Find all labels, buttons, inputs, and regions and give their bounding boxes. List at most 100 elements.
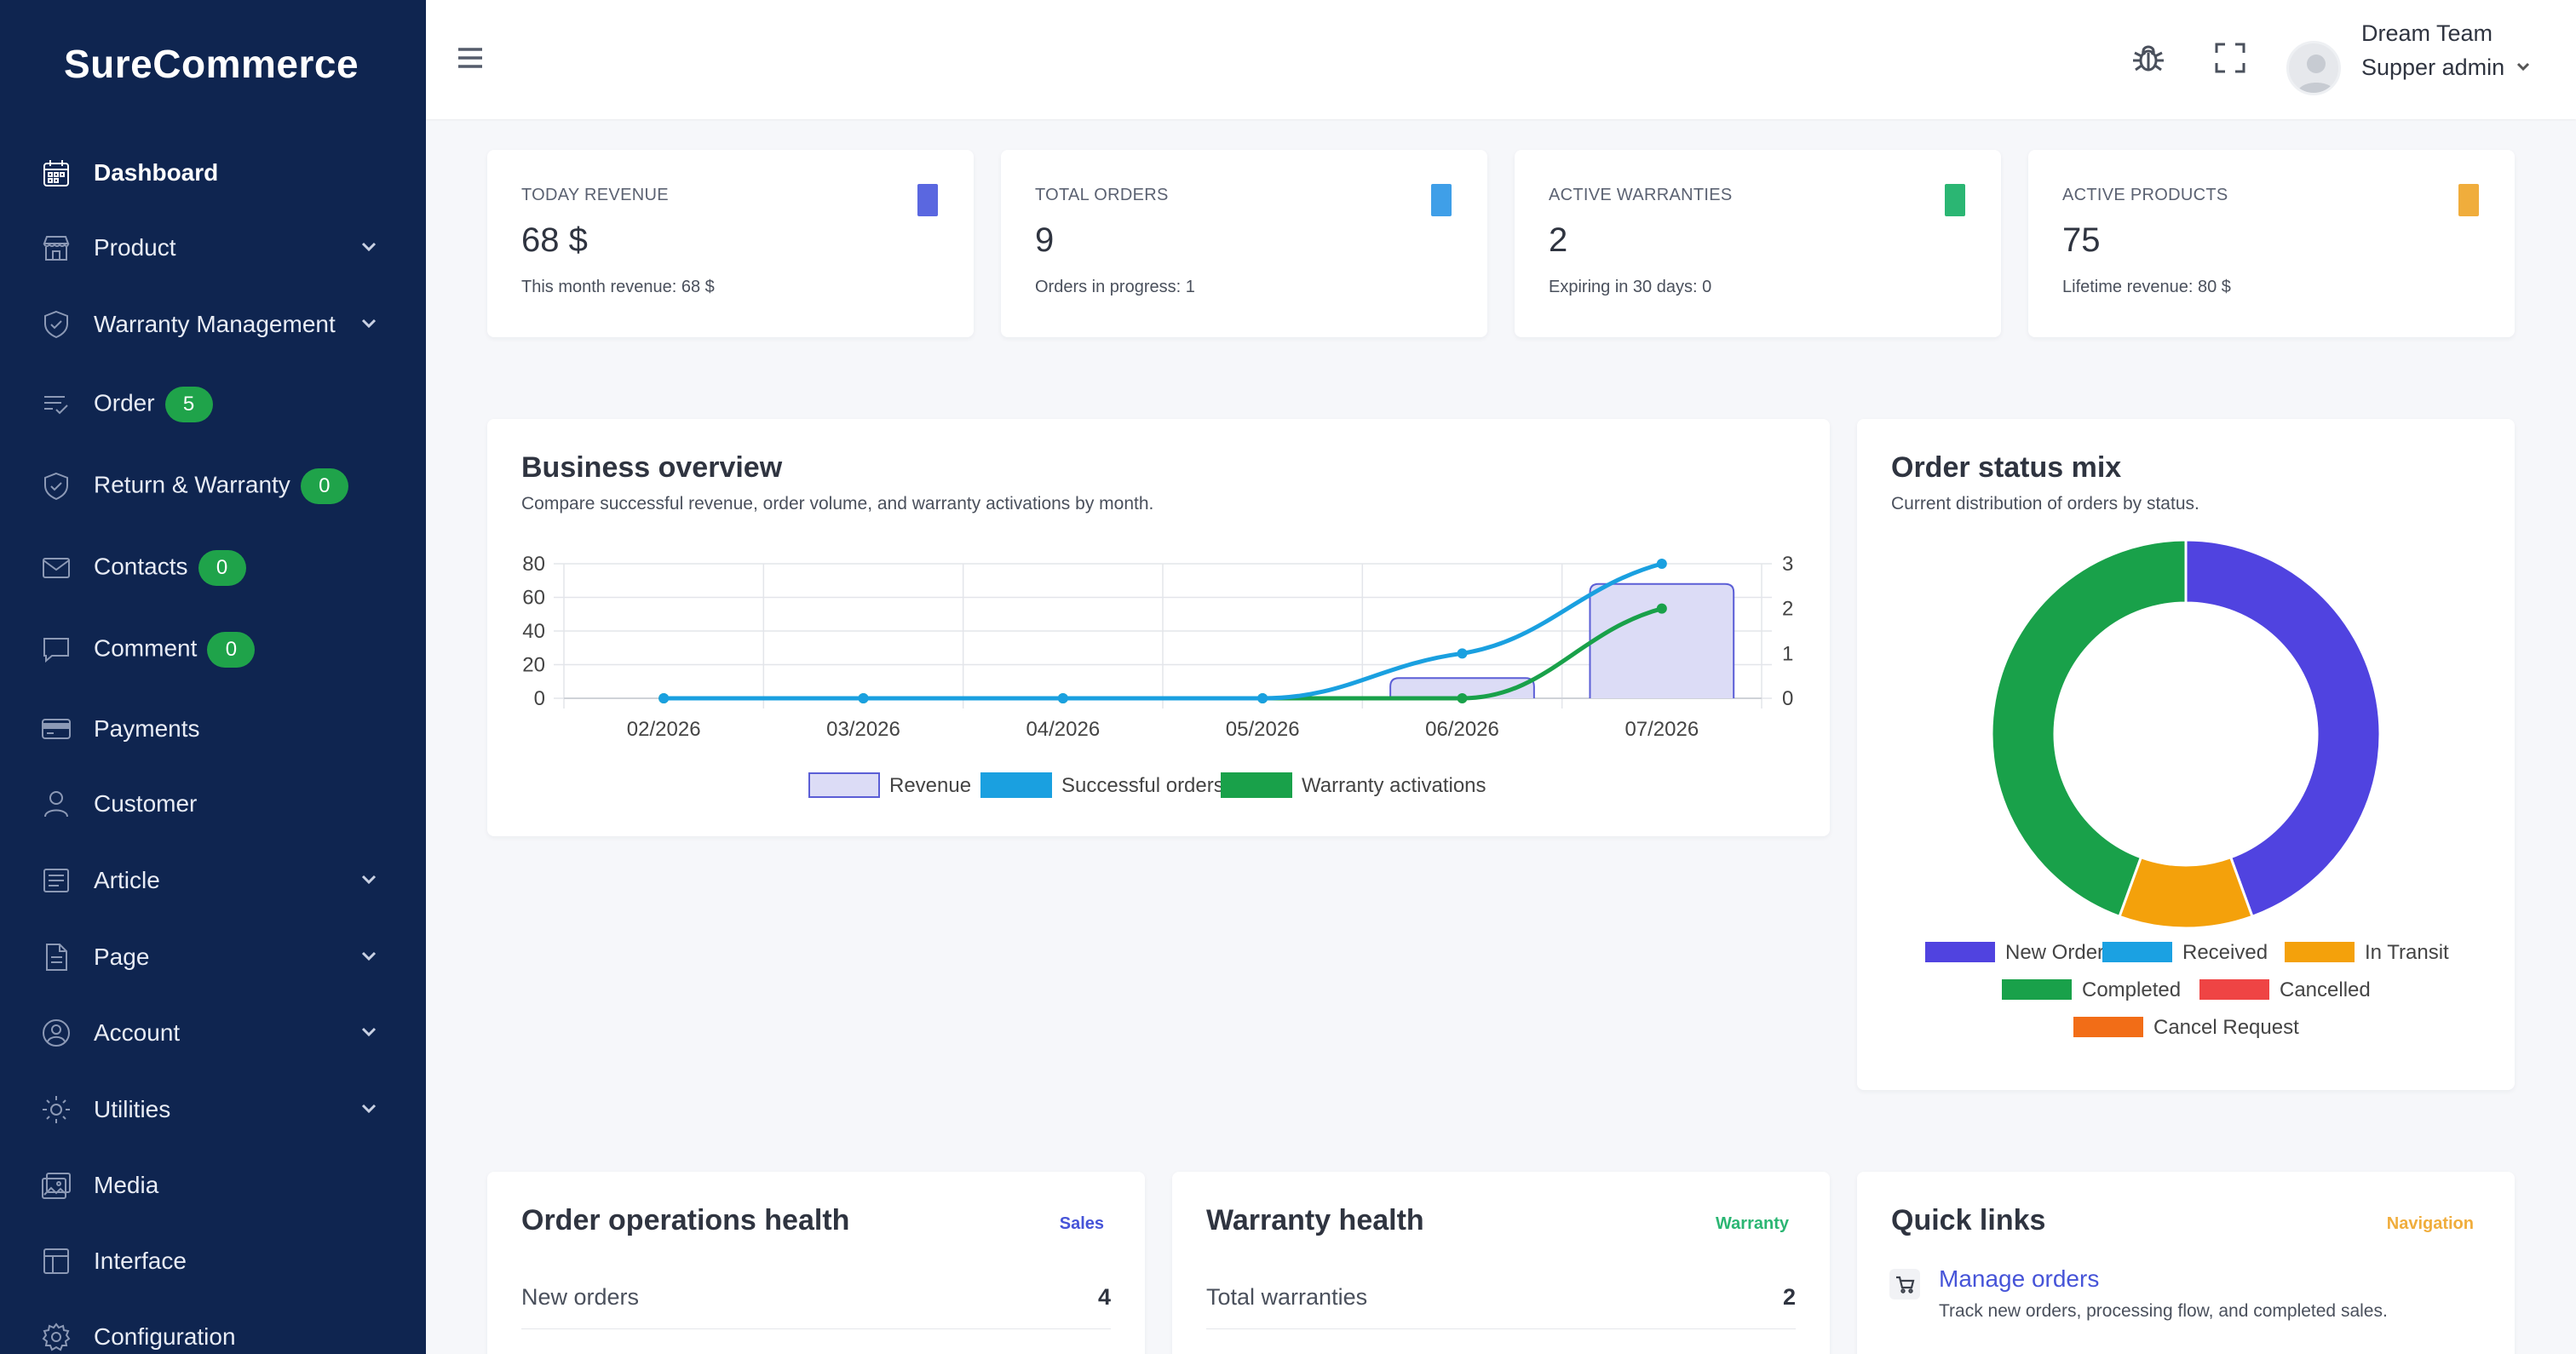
legend-label[interactable]: In Transit [2365,941,2449,964]
successful-orders-point[interactable] [1457,648,1468,659]
legend-swatch [2199,979,2269,1000]
sidebar-item-account[interactable]: Account [0,999,426,1067]
legend-swatch [808,772,880,798]
card-subtitle: Compare successful revenue, order volume… [521,494,1154,513]
legend-label[interactable]: Revenue [889,774,971,797]
count-badge: 5 [164,387,213,422]
card-title: Business overview [521,451,783,484]
user-circle-icon [39,1016,73,1050]
sales-tag: Sales [1059,1214,1104,1233]
brand-logo[interactable]: SureCommerce [64,42,359,86]
sidebar-item-contacts[interactable]: Contacts 0 [0,534,426,602]
warranty-activations-point[interactable] [1656,603,1667,614]
x-tick-label: 06/2026 [1425,718,1499,741]
sidebar-item-text: Return & Warranty [94,471,290,498]
sidebar-item-label: Configuration [94,1323,236,1350]
media-icon [39,1168,73,1202]
successful-orders-point[interactable] [1057,693,1068,703]
legend-label[interactable]: Completed [2082,978,2181,1001]
stat-value: 2 [1549,221,1568,259]
row-divider [521,1328,1111,1329]
sidebar-item-order[interactable]: Order 5 [0,370,426,439]
legend-label[interactable]: Warranty activations [1302,774,1486,797]
donut-slice-in-transit[interactable] [2118,855,2254,930]
sidebar-item-configuration[interactable]: Configuration [0,1303,426,1354]
legend-label[interactable]: Successful orders [1061,774,1224,797]
card-title: Order operations health [521,1204,850,1236]
order-operations-card: Order operations health Sales New orders… [487,1172,1145,1354]
left-tick-label: 40 [522,620,545,643]
bug-icon[interactable] [2130,39,2167,77]
user-icon [39,787,73,821]
sidebar-item-label: Article [94,867,160,893]
stat-color-tag [2458,184,2479,216]
card-title: Quick links [1891,1204,2046,1236]
stat-subtext: This month revenue: 68 $ [521,278,715,296]
sidebar-item-comment[interactable]: Comment 0 [0,616,426,684]
successful-orders-point[interactable] [658,693,670,703]
donut-slice-completed[interactable] [1990,538,2188,919]
x-tick-label: 04/2026 [1026,718,1100,741]
sidebar-item-text: Order [94,389,155,416]
sidebar-item-product[interactable]: Product [0,214,426,282]
menu-icon[interactable] [455,43,486,73]
stat-value: 9 [1035,221,1055,259]
successful-orders-point[interactable] [858,693,869,703]
sidebar-item-label: Product [94,234,176,261]
successful-orders-point[interactable] [1257,693,1268,703]
layout-icon [39,1244,73,1278]
chevron-down-icon[interactable] [358,312,383,337]
legend-swatch [2285,942,2355,962]
user-menu[interactable]: Dream Team Supper admin [2286,17,2559,102]
legend-label[interactable]: Received [2182,941,2268,964]
avatar-icon[interactable] [2286,41,2341,95]
sidebar-item-text: Contacts [94,553,188,580]
chevron-down-icon[interactable] [358,235,383,261]
stat-card: ACTIVE PRODUCTS 75 Lifetime revenue: 80 $ [2028,150,2515,337]
mail-icon [39,551,73,585]
stat-title: ACTIVE PRODUCTS [2062,186,2228,204]
chevron-down-icon[interactable] [358,868,383,893]
gear-icon [39,1320,73,1354]
donut-slice-new-order[interactable] [2184,538,2382,919]
sidebar-item-dashboard[interactable]: Dashboard [0,139,426,207]
right-tick-label: 1 [1782,642,1793,665]
card-subtitle: Current distribution of orders by status… [1891,494,2199,513]
topbar: Dream Team Supper admin [426,0,2576,119]
sidebar-item-warranty-management[interactable]: Warranty Management [0,290,426,359]
fullscreen-icon[interactable] [2211,39,2249,77]
chevron-down-icon[interactable] [358,944,383,970]
legend-swatch [2002,979,2072,1000]
business-overview-chart: 0 20 40 60 80 0 1 2 3 02/2026 03/2026 04/2026 05/202… [522,553,1793,798]
sidebar-item-utilities[interactable]: Utilities [0,1076,426,1144]
row-label: Total warranties [1206,1284,1368,1310]
left-tick-label: 60 [522,587,545,610]
legend-label[interactable]: Cancel Request [2153,1016,2299,1039]
sidebar-item-media[interactable]: Media [0,1151,426,1219]
navigation-tag: Navigation [2386,1214,2474,1233]
stat-color-tag [1431,184,1452,216]
successful-orders-line [664,561,1663,701]
legend-label[interactable]: Cancelled [2280,978,2371,1001]
sidebar-item-page[interactable]: Page [0,923,426,991]
sidebar-item-return-warranty[interactable]: Return & Warranty 0 [0,452,426,520]
quick-links-card: Quick links Navigation Manage orders Tra… [1857,1172,2515,1354]
legend-label[interactable]: New Order [2005,941,2104,964]
chevron-down-icon[interactable] [2515,58,2532,75]
user-name: Dream Team [2361,20,2493,46]
manage-orders-link[interactable]: Manage orders [1939,1265,2100,1292]
stat-title: TODAY REVENUE [521,186,669,204]
stat-value: 75 [2062,221,2101,259]
left-tick-label: 80 [522,553,545,576]
warranty-tag: Warranty [1716,1214,1789,1233]
revenue-bar[interactable] [1589,582,1735,698]
chevron-down-icon[interactable] [358,1097,383,1122]
sidebar-item-customer[interactable]: Customer [0,770,426,838]
successful-orders-point[interactable] [1656,559,1667,569]
chevron-down-icon[interactable] [358,1020,383,1046]
stat-color-tag [917,184,938,216]
warranty-activations-point[interactable] [1457,693,1468,703]
sidebar-item-interface[interactable]: Interface [0,1227,426,1295]
sidebar-item-article[interactable]: Article [0,846,426,915]
sidebar-item-payments[interactable]: Payments [0,695,426,763]
